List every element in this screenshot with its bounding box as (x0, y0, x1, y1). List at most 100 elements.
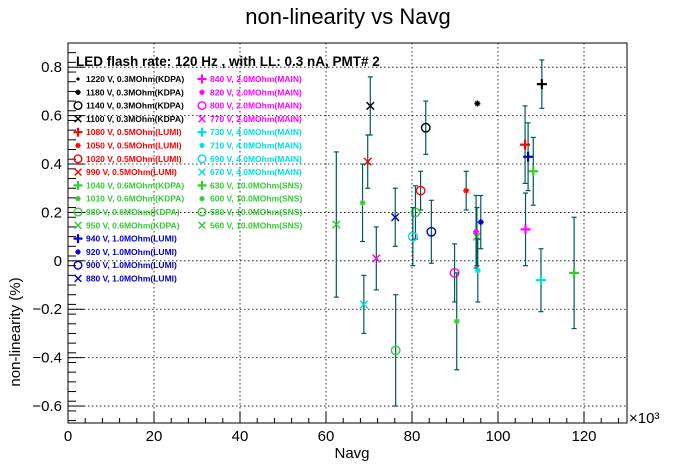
legend-entry: 880 V, 1.0MOhm(LUMI) (86, 274, 177, 284)
legend-marker (75, 142, 81, 149)
y-tick-label: 0.6 (41, 108, 62, 125)
x-multiplier-label: ×10³ (629, 410, 659, 427)
data-point (477, 219, 484, 226)
legend-marker (197, 127, 207, 137)
legend-entry: 1180 V, 0.3MOhm(KDPA) (86, 87, 184, 97)
legend-entry: 950 V, 0.6MOhm(KDPA) (86, 220, 180, 230)
plot-frame (67, 42, 628, 424)
legend-marker (198, 221, 206, 230)
chart-title: non-linearity vs Navg (245, 4, 450, 29)
legend-entry: 820 V, 2.0MOhm(MAIN) (210, 87, 302, 97)
legend-entry: 670 V, 4.0MOhm(MAIN) (210, 167, 302, 177)
legend-entry: 1050 V, 0.5MOhm(LUMI) (86, 141, 182, 151)
legend-entry: 900 V, 1.0MOhm(LUMI) (86, 260, 177, 270)
legend-marker (74, 221, 82, 230)
x-tick-label: 40 (232, 428, 249, 445)
data-point (536, 79, 547, 90)
legend-marker (197, 101, 207, 111)
legend-entry: 1080 V, 0.5MOhm(LUMI) (86, 127, 182, 137)
legend-marker (198, 168, 206, 176)
legend-marker (73, 101, 83, 111)
legend-marker (73, 207, 83, 217)
data-point (528, 166, 539, 177)
legend-marker (198, 115, 206, 123)
legend-entry: 730 V, 4.0MOhm(MAIN) (210, 127, 302, 137)
legend-marker (74, 115, 82, 123)
data-point (407, 231, 418, 242)
data-point (474, 100, 481, 107)
y-tick-label: −0.4 (32, 350, 62, 367)
data-point (372, 254, 381, 263)
legend-entry: 1010 V, 0.6MOhm(KDPA) (86, 194, 184, 204)
data-point (410, 207, 421, 218)
data-point (363, 157, 372, 166)
legend-entry: 1040 V, 0.6MOhm(KDPA) (86, 180, 184, 190)
data-point (523, 151, 534, 162)
legend-entry: 940 V, 1.0MOhm(LUMI) (86, 234, 177, 244)
legend-entry: 600 V, 10.0MOhm(SNS) (210, 194, 302, 204)
data-point (390, 213, 400, 222)
x-tick-label: 100 (485, 428, 510, 445)
grid (68, 43, 627, 423)
x-tick-label: 80 (404, 428, 421, 445)
legend-marker (73, 234, 83, 244)
data-point (359, 300, 369, 309)
legend-marker (197, 154, 207, 164)
data-point (520, 224, 531, 235)
data-point (569, 267, 580, 278)
y-tick-label: −0.2 (32, 301, 62, 318)
legend-entry: 990 V, 0.5MOhm(LUMI) (86, 167, 177, 177)
legend-entry: 980 V, 0.6MOhm(KDPA) (86, 207, 180, 217)
data-point (420, 122, 431, 133)
legend-marker (197, 180, 207, 190)
data-point (390, 345, 401, 356)
legend-entry: 920 V, 1.0MOhm(LUMI) (86, 247, 177, 257)
legend-entry: 800 V, 2.0MOhm(MAIN) (210, 101, 302, 111)
legend: 1220 V, 0.3MOhm(KDPA) 1180 V, 0.3MOhm(KDP… (73, 74, 302, 284)
data-points (332, 59, 580, 407)
legend-entry: 770 V, 2.0MOhm(MAIN) (210, 114, 302, 124)
chart-subtitle: LED flash rate: 120 Hz , with LL: 0.3 nA… (76, 54, 380, 69)
legend-entry: 1020 V, 0.5MOhm(LUMI) (86, 154, 182, 164)
data-point (474, 267, 481, 274)
legend-marker (73, 127, 83, 137)
data-point (332, 220, 341, 229)
data-point (536, 275, 546, 286)
legend-entry: 560 V, 10.0MOhm(SNS) (210, 220, 302, 230)
y-tick-label: 0.8 (41, 59, 62, 76)
data-point (359, 199, 366, 206)
legend-marker (73, 180, 83, 190)
x-axis-label: Navg (334, 445, 369, 462)
legend-marker (75, 196, 81, 202)
data-point (366, 101, 375, 111)
legend-entry: 1220 V, 0.3MOhm(KDPA) (86, 74, 184, 84)
x-tick-label: 120 (571, 428, 596, 445)
data-point (415, 185, 426, 196)
legend-marker (73, 260, 83, 270)
legend-marker (75, 249, 81, 255)
legend-marker (76, 77, 80, 81)
legend-entry: 690 V, 4.0MOhm(MAIN) (210, 154, 302, 164)
legend-entry: 580 V, 10.0MOhm(SNS) (210, 207, 302, 217)
y-axis-label: non-linearity (%) (7, 277, 24, 386)
legend-marker (199, 142, 205, 149)
legend-entry: 630 V, 10.0MOhm(SNS) (210, 180, 302, 190)
legend-marker (199, 89, 205, 95)
y-tick-label: 0.4 (41, 156, 62, 173)
x-tick-label: 60 (318, 428, 335, 445)
y-tick-label: 0 (54, 253, 62, 270)
data-point (426, 226, 437, 237)
legend-marker (199, 196, 205, 202)
legend-marker (73, 154, 83, 164)
data-point (453, 318, 460, 325)
legend-marker (197, 207, 207, 217)
legend-marker (197, 74, 207, 84)
legend-entry: 1140 V, 0.3MOhm(KDPA) (86, 101, 184, 111)
legend-marker (74, 274, 82, 283)
x-tick-label: 20 (146, 428, 163, 445)
y-tick-label: 0.2 (41, 204, 62, 221)
y-axis: −0.6 −0.4 −0.2 0 0.2 0.4 0.6 0.8 (32, 42, 84, 422)
legend-entry: 710 V, 4.0MOhm(MAIN) (210, 141, 302, 151)
y-tick-label: −0.6 (32, 398, 62, 415)
